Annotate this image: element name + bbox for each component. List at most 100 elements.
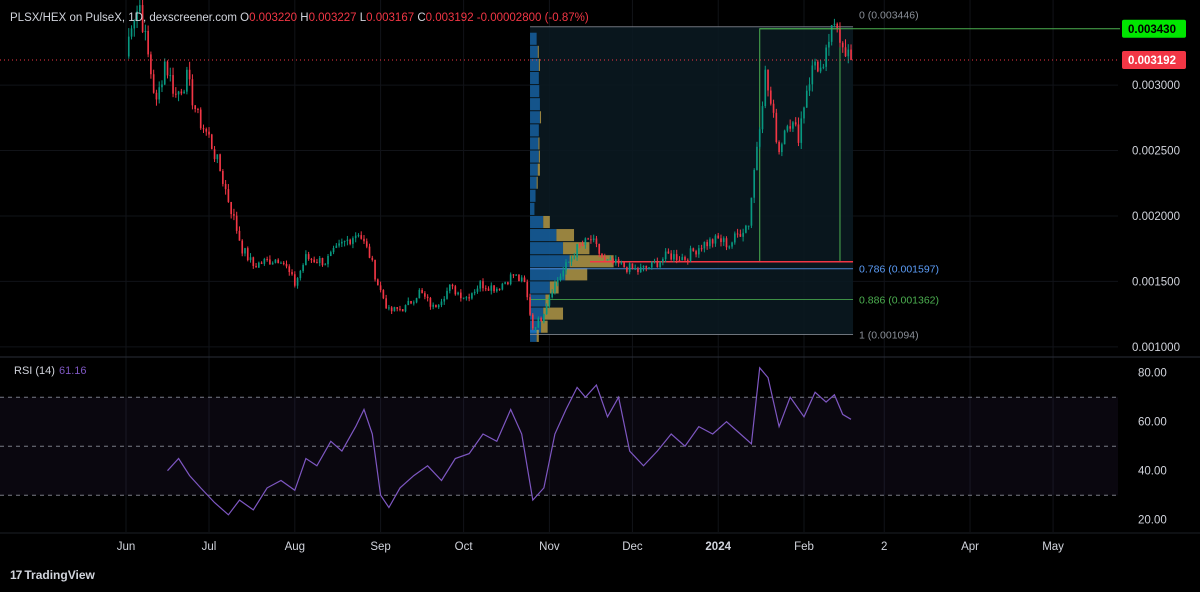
candle	[246, 248, 249, 261]
candle	[579, 244, 581, 246]
candle	[479, 281, 482, 289]
price-tick-label: 0.002500	[1132, 146, 1180, 158]
volume-profile-bar	[530, 255, 570, 268]
candle	[230, 201, 232, 215]
candle	[761, 106, 764, 130]
candle	[343, 240, 346, 242]
volume-profile-bar	[530, 202, 535, 215]
candle	[166, 61, 169, 76]
candle	[332, 248, 335, 253]
time-tick-label: Jul	[202, 541, 217, 553]
candle	[534, 327, 537, 329]
volume-profile-bar	[538, 150, 540, 163]
candle	[429, 298, 432, 307]
rsi-value: 61.16	[58, 365, 87, 377]
candle	[811, 65, 814, 85]
candle	[235, 215, 238, 231]
candle	[346, 239, 349, 241]
high-value: 0.003227	[308, 12, 357, 24]
candle	[819, 67, 822, 72]
candle	[172, 75, 174, 94]
time-tick-label: Oct	[455, 541, 474, 553]
candle	[305, 254, 307, 266]
candle	[595, 238, 598, 244]
candle	[293, 274, 296, 286]
close-label: C	[417, 12, 426, 24]
candle	[678, 260, 681, 262]
candle	[556, 280, 559, 283]
candle	[609, 258, 612, 260]
time-tick-label: Dec	[622, 541, 643, 553]
candle	[839, 28, 841, 43]
volume-profile-bar	[530, 45, 538, 58]
candle	[238, 230, 241, 241]
last-price-tag-label: 0.003192	[1128, 55, 1176, 67]
candle	[570, 258, 573, 262]
tradingview-brand[interactable]: 17 TradingView	[10, 568, 95, 582]
volume-profile-bar	[530, 189, 536, 202]
candle	[565, 262, 567, 271]
candle	[174, 93, 177, 95]
candle	[717, 235, 720, 239]
time-tick-label: May	[1042, 541, 1064, 553]
candle	[559, 276, 562, 281]
candle	[188, 69, 191, 80]
candle	[363, 238, 365, 242]
volume-profile-bar	[565, 268, 588, 281]
candle	[180, 91, 183, 94]
candle	[554, 282, 556, 293]
candle	[825, 47, 827, 67]
candle	[750, 197, 753, 226]
tradingview-logo-icon: 17	[10, 568, 22, 582]
candle	[745, 225, 747, 233]
candle	[515, 274, 518, 276]
candle	[335, 245, 338, 249]
candle	[258, 262, 260, 268]
candle	[841, 42, 844, 48]
candle	[139, 5, 141, 12]
candle	[393, 307, 396, 312]
candle	[208, 131, 210, 135]
candle	[291, 272, 293, 275]
candle	[617, 259, 620, 264]
candle	[526, 281, 529, 298]
candle	[783, 130, 786, 145]
candle	[675, 254, 678, 261]
candle	[288, 266, 291, 273]
candle	[421, 289, 423, 294]
fib-zone	[530, 26, 854, 335]
volume-profile-bar	[530, 111, 540, 124]
candle	[169, 75, 172, 77]
candle	[213, 149, 216, 160]
rsi-header: RSI (14) 61.16	[14, 365, 87, 377]
volume-profile-bar	[530, 32, 537, 45]
candle	[255, 266, 257, 268]
candle	[407, 300, 410, 306]
candle	[404, 305, 407, 312]
candle	[789, 126, 791, 129]
candle	[296, 278, 299, 286]
price-tick-label: 0.002000	[1132, 211, 1180, 223]
candle	[562, 270, 565, 277]
candle	[653, 261, 656, 263]
candle	[830, 25, 833, 42]
candle	[833, 23, 836, 26]
candle	[266, 258, 268, 260]
candle	[684, 257, 686, 260]
rsi-line	[167, 366, 852, 516]
candle	[448, 284, 451, 291]
candle	[324, 264, 327, 266]
candle	[327, 256, 329, 265]
open-label: O	[240, 12, 250, 24]
time-tick-label: Feb	[794, 541, 814, 553]
candle	[199, 109, 202, 129]
candle	[543, 314, 545, 322]
candle	[706, 242, 708, 247]
tradingview-label: TradingView	[24, 568, 95, 582]
candle	[141, 5, 144, 32]
volume-profile-bar	[530, 268, 566, 281]
volume-profile-bar	[530, 137, 539, 150]
candle	[490, 285, 493, 291]
candle	[282, 262, 285, 265]
